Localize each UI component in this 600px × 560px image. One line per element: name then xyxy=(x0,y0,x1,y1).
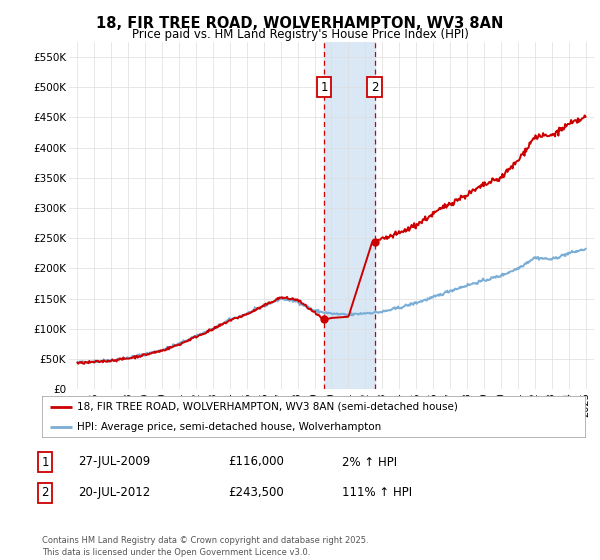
Text: 111% ↑ HPI: 111% ↑ HPI xyxy=(342,486,412,500)
Text: 2% ↑ HPI: 2% ↑ HPI xyxy=(342,455,397,469)
Text: 18, FIR TREE ROAD, WOLVERHAMPTON, WV3 8AN: 18, FIR TREE ROAD, WOLVERHAMPTON, WV3 8A… xyxy=(97,16,503,31)
Text: 27-JUL-2009: 27-JUL-2009 xyxy=(78,455,150,469)
Text: Contains HM Land Registry data © Crown copyright and database right 2025.
This d: Contains HM Land Registry data © Crown c… xyxy=(42,536,368,557)
Text: 20-JUL-2012: 20-JUL-2012 xyxy=(78,486,150,500)
Text: 18, FIR TREE ROAD, WOLVERHAMPTON, WV3 8AN (semi-detached house): 18, FIR TREE ROAD, WOLVERHAMPTON, WV3 8A… xyxy=(77,402,458,412)
Text: Price paid vs. HM Land Registry's House Price Index (HPI): Price paid vs. HM Land Registry's House … xyxy=(131,28,469,41)
Text: 1: 1 xyxy=(41,455,49,469)
Text: 2: 2 xyxy=(41,486,49,500)
Text: HPI: Average price, semi-detached house, Wolverhampton: HPI: Average price, semi-detached house,… xyxy=(77,422,382,432)
Text: £243,500: £243,500 xyxy=(228,486,284,500)
Text: £116,000: £116,000 xyxy=(228,455,284,469)
Text: 2: 2 xyxy=(371,81,378,94)
Text: 1: 1 xyxy=(320,81,328,94)
Bar xyxy=(324,42,374,389)
